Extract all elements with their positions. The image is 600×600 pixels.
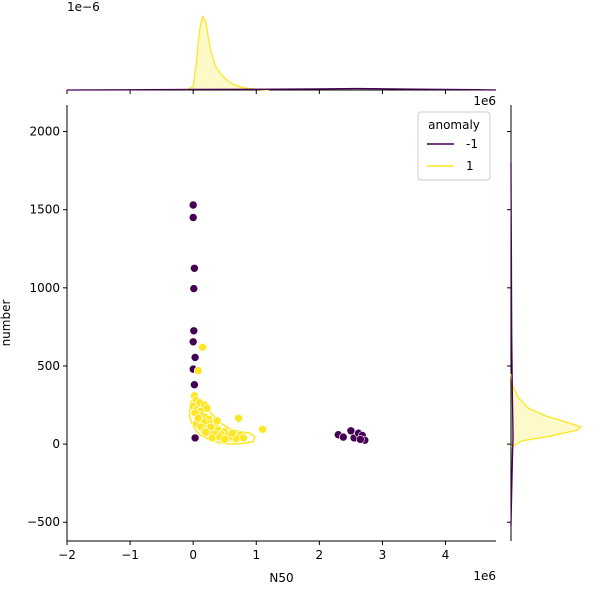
right-density-line	[510, 373, 583, 448]
scatter-point-anomaly	[346, 426, 356, 436]
scatter-point-normal	[258, 424, 267, 434]
scatter-point-anomaly	[190, 353, 200, 362]
scatter-point-normal	[207, 433, 217, 443]
right-marginal-plot	[507, 105, 583, 541]
scatter-point-anomaly	[356, 435, 365, 444]
scatter-point-normal	[220, 435, 229, 444]
x-tick-label: −1	[121, 548, 139, 562]
scatter-point-normal	[212, 416, 222, 426]
main-scatter-axes: −2 −1 0 1 2 3 4 −500 0 500 1000 1500 2000	[27, 105, 496, 562]
scatter-point-normal	[201, 428, 211, 437]
top-density-line	[186, 14, 269, 91]
legend: anomaly -1 1	[417, 111, 491, 181]
scatter-point-normal	[206, 422, 216, 432]
scatter-point-anomaly	[188, 337, 198, 347]
right-marginal-offset-text: 1e6	[473, 94, 496, 108]
y-tick-label: 2000	[29, 125, 60, 139]
x-tick-label: 1	[252, 548, 260, 562]
legend-title: anomaly	[428, 118, 480, 132]
top-marginal-offset-text: 1e−6	[67, 0, 100, 14]
x-offset-text: 1e6	[473, 569, 496, 583]
right-density-line	[510, 162, 514, 526]
scatter-point-normal	[198, 342, 207, 352]
scatter-point-normal	[234, 413, 243, 423]
legend-label: -1	[466, 137, 478, 151]
legend-label: 1	[466, 159, 474, 173]
scatter-point-anomaly	[189, 326, 199, 336]
scatter-point-normal	[239, 433, 248, 443]
top-density-line	[66, 87, 497, 91]
y-tick-label: 1500	[29, 203, 60, 217]
scatter-point-normal	[193, 366, 203, 376]
scatter-point-anomaly	[190, 433, 200, 443]
x-tick-label: −2	[58, 548, 76, 562]
x-tick-label: 4	[442, 548, 450, 562]
scatter-point-anomaly	[188, 200, 198, 210]
x-tick-label: 0	[189, 548, 197, 562]
scatter-point-anomaly	[338, 432, 348, 442]
scatter-point-anomaly	[190, 380, 199, 390]
scatter-point-anomaly	[190, 263, 199, 273]
legend-box	[417, 111, 491, 181]
scatter-point-normal	[228, 428, 237, 438]
x-axis-label: N50	[269, 571, 293, 585]
right-density-fill	[511, 373, 581, 448]
top-density-fill	[186, 16, 269, 90]
scatter-point-normal	[193, 413, 203, 423]
y-tick-label: 0	[52, 437, 60, 451]
top-marginal-plot	[66, 14, 497, 94]
y-tick-label: −500	[27, 515, 60, 529]
scatter-point-anomaly	[189, 284, 199, 293]
y-tick-label: 1000	[29, 281, 60, 295]
y-axis-label: number	[0, 300, 13, 347]
scatter-point-anomaly	[188, 213, 198, 222]
y-tick-label: 500	[37, 359, 60, 373]
x-tick-label: 3	[379, 548, 387, 562]
x-tick-label: 2	[316, 548, 324, 562]
